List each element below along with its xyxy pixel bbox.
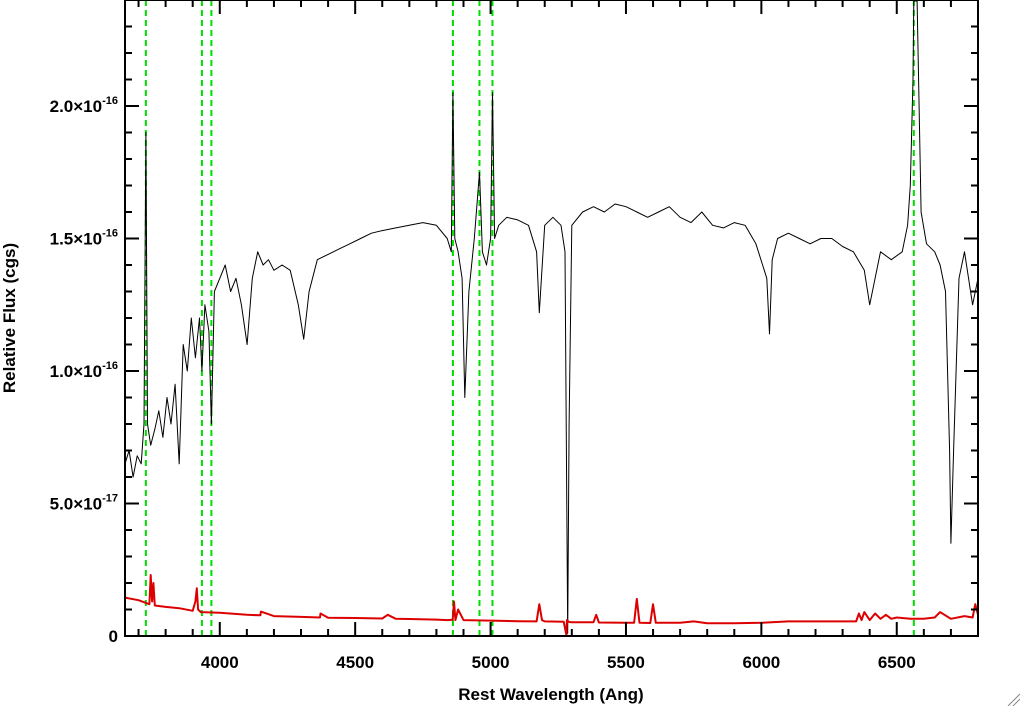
x-tick-label: 5500 [607,653,645,672]
x-tick-label: 5000 [472,653,510,672]
x-axis-title: Rest Wavelength (Ang) [458,685,643,704]
emission-line-markers [144,0,915,636]
error-line [124,574,979,636]
resize-grip-icon[interactable] [1007,693,1020,706]
y-tick-label: 1.0×10-16 [50,360,118,381]
y-tick-label: 0 [109,627,118,646]
axis-ticks [125,0,979,637]
spectrum-line [124,0,979,634]
y-tick-label: 2.0×10-16 [50,95,118,116]
y-tick-label: 5.0×10-17 [50,493,118,514]
plot-frame [124,0,979,637]
x-tick-labels: 4000 4500 5000 5500 6000 6500 [201,653,916,672]
x-tick-label: 6500 [878,653,916,672]
y-axis-title: Relative Flux (cgs) [0,243,19,393]
spectrum-series [124,0,979,636]
y-tick-labels: 0 5.0×10-17 1.0×10-16 1.5×10-16 2.0×10-16 [50,95,118,646]
y-tick-label: 1.5×10-16 [50,228,118,249]
x-tick-label: 4500 [336,653,374,672]
x-tick-label: 6000 [742,653,780,672]
x-tick-label: 4000 [201,653,239,672]
